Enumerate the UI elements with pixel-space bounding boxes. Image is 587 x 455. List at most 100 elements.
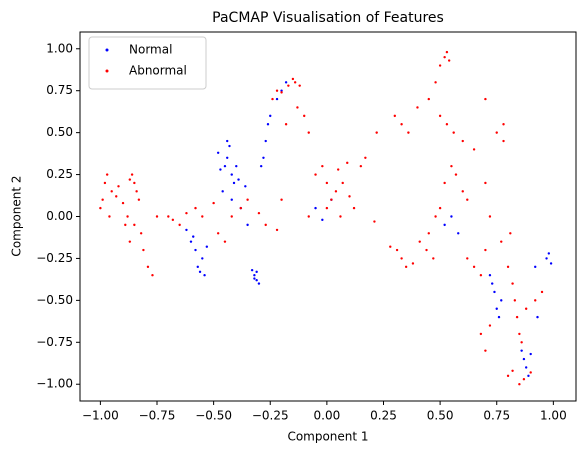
point bbox=[515, 315, 519, 319]
point bbox=[194, 206, 197, 210]
y-tick-label: 0.75 bbox=[46, 83, 73, 97]
legend-label: Abnormal bbox=[129, 64, 187, 78]
point bbox=[275, 97, 279, 101]
plot-frame bbox=[79, 31, 577, 402]
point bbox=[235, 164, 238, 168]
point bbox=[271, 97, 274, 101]
point bbox=[246, 198, 249, 201]
point bbox=[497, 315, 501, 319]
point bbox=[226, 156, 229, 159]
point bbox=[284, 123, 288, 126]
point bbox=[280, 198, 283, 201]
point bbox=[201, 215, 204, 218]
point bbox=[438, 114, 442, 118]
point bbox=[325, 181, 329, 185]
point bbox=[450, 215, 453, 218]
point bbox=[230, 173, 233, 176]
point bbox=[142, 248, 145, 252]
point bbox=[121, 201, 125, 205]
point bbox=[479, 274, 483, 277]
point bbox=[500, 240, 503, 243]
point bbox=[205, 245, 209, 248]
point bbox=[259, 164, 263, 168]
point bbox=[443, 223, 446, 227]
point bbox=[133, 181, 136, 185]
point bbox=[203, 274, 206, 277]
point bbox=[110, 190, 113, 193]
point bbox=[126, 215, 129, 218]
point bbox=[146, 265, 150, 269]
point bbox=[303, 114, 306, 118]
point bbox=[185, 228, 188, 232]
point bbox=[239, 206, 243, 210]
point bbox=[488, 274, 492, 277]
point bbox=[364, 156, 367, 159]
y-tick-label: 0.25 bbox=[46, 167, 73, 181]
point bbox=[230, 198, 233, 201]
point bbox=[447, 59, 451, 62]
point bbox=[524, 366, 528, 369]
point bbox=[484, 349, 487, 352]
point bbox=[484, 248, 487, 252]
x-tick-label: 0.50 bbox=[427, 409, 454, 423]
point bbox=[264, 223, 267, 227]
point bbox=[509, 232, 512, 235]
point bbox=[461, 190, 464, 193]
point bbox=[450, 164, 453, 168]
point bbox=[178, 223, 181, 227]
point bbox=[445, 123, 449, 126]
point bbox=[246, 223, 249, 227]
point bbox=[269, 114, 272, 118]
point bbox=[194, 248, 197, 252]
point bbox=[400, 123, 403, 126]
point bbox=[99, 206, 102, 210]
point bbox=[506, 265, 510, 269]
point bbox=[307, 131, 310, 134]
point bbox=[427, 232, 430, 235]
point bbox=[416, 106, 419, 109]
point bbox=[425, 248, 428, 252]
y-axis-label: Component 2 bbox=[10, 175, 24, 256]
point bbox=[432, 257, 435, 260]
point bbox=[495, 307, 498, 310]
point bbox=[266, 123, 270, 126]
point bbox=[518, 332, 521, 336]
point bbox=[321, 164, 324, 168]
point bbox=[375, 131, 378, 134]
point bbox=[321, 218, 324, 222]
point bbox=[232, 181, 236, 185]
point bbox=[171, 218, 175, 222]
legend-box bbox=[88, 36, 207, 90]
point bbox=[529, 352, 532, 356]
x-axis-label: Component 1 bbox=[287, 430, 368, 444]
point bbox=[506, 374, 510, 378]
point bbox=[307, 215, 310, 218]
point bbox=[325, 206, 329, 210]
point bbox=[223, 240, 227, 243]
point bbox=[522, 377, 526, 381]
y-tick-label: −1.00 bbox=[36, 377, 73, 391]
point bbox=[151, 274, 154, 277]
point bbox=[255, 279, 258, 282]
y-tick-label: −0.75 bbox=[36, 335, 73, 349]
point bbox=[314, 206, 317, 210]
point bbox=[540, 290, 544, 294]
point bbox=[216, 151, 220, 154]
y-tick-label: −0.25 bbox=[36, 251, 73, 265]
point bbox=[135, 190, 138, 193]
point bbox=[479, 332, 483, 336]
point bbox=[334, 190, 338, 193]
point bbox=[443, 55, 446, 59]
point bbox=[524, 307, 528, 310]
x-tick-label: 0.00 bbox=[314, 409, 341, 423]
point bbox=[167, 215, 170, 218]
point bbox=[484, 181, 487, 185]
point bbox=[336, 168, 340, 171]
point bbox=[472, 148, 476, 151]
point bbox=[280, 91, 283, 94]
y-tick-label: 1.00 bbox=[46, 41, 73, 55]
point bbox=[198, 270, 202, 274]
point bbox=[264, 139, 267, 143]
